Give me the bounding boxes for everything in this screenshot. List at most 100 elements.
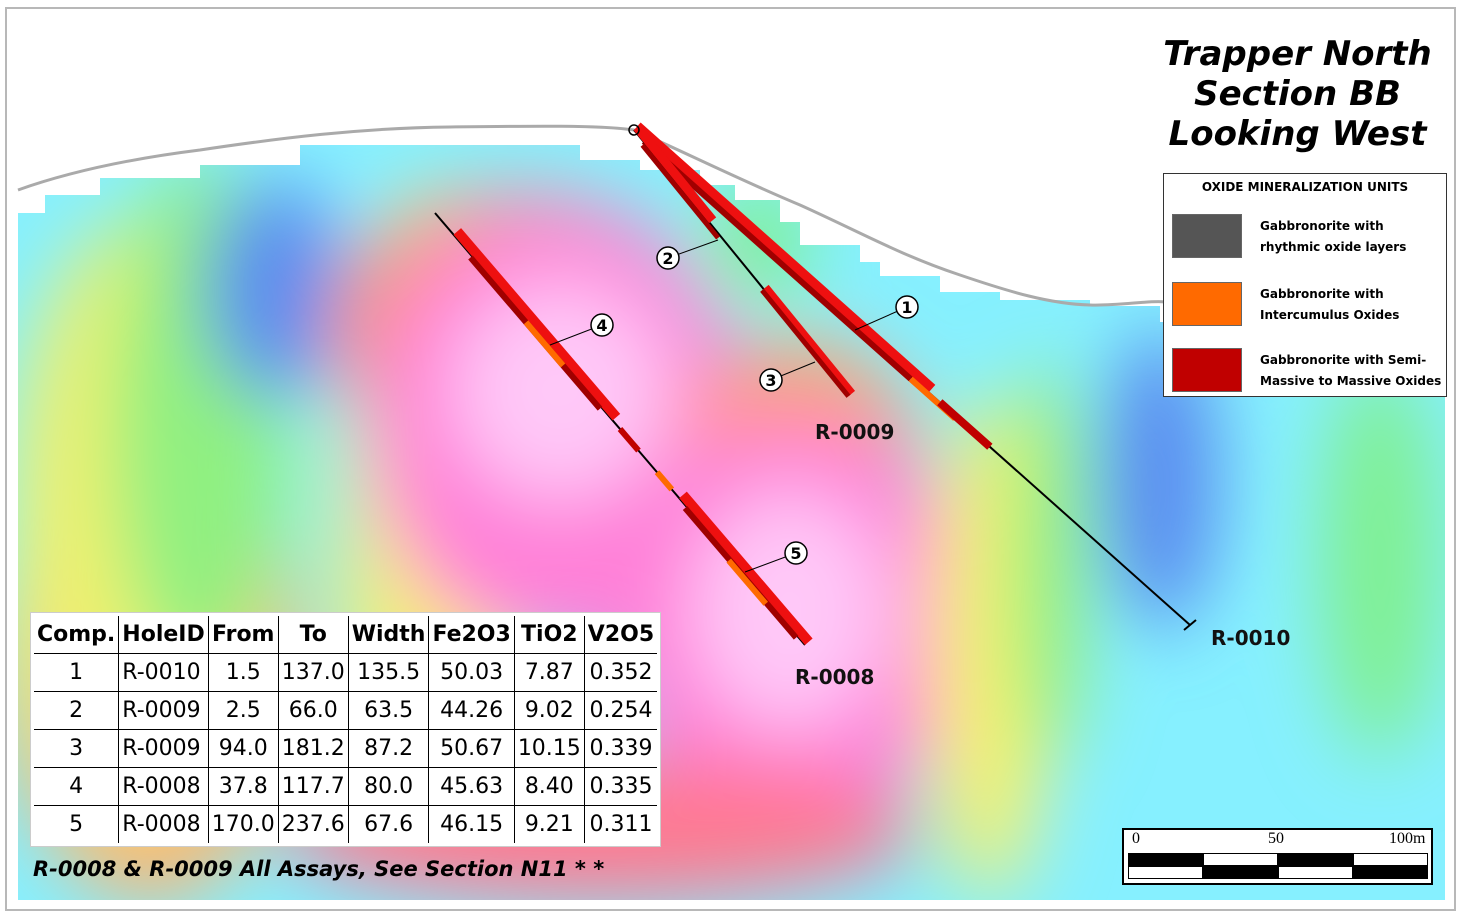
composite-marker	[895, 295, 919, 319]
legend-title: OXIDE MINERALIZATION UNITS	[1201, 180, 1409, 194]
scale-segment	[1203, 853, 1278, 866]
oxide-interval	[726, 558, 769, 606]
map-frame	[5, 7, 1456, 911]
table-row: 2 R-0009 2.5 66.0 63.5 44.26 9.02 0.254	[31, 691, 660, 730]
scale-segment	[1353, 853, 1428, 866]
scale-segment	[1278, 853, 1353, 866]
table-cell: R-0009	[118, 729, 209, 768]
legend-item: Gabbronorite with rhythmic oxide layers	[1172, 214, 1442, 258]
scale-bar: 0 50 100m	[1122, 828, 1433, 885]
scale-label: 0	[1132, 830, 1140, 847]
scale-segment	[1353, 866, 1428, 879]
column-header: Comp.	[31, 614, 120, 654]
oxide-interval	[760, 288, 851, 398]
table-cell: 137.0	[277, 653, 349, 692]
oxide-interval	[633, 122, 936, 393]
table-cell: 135.5	[347, 653, 430, 692]
oxide-interval	[761, 284, 856, 397]
table-cell: 50.03	[428, 653, 515, 692]
table-row: 1 R-0010 1.5 137.0 135.5 50.03 7.87 0.352	[31, 653, 660, 692]
legend-swatch	[1172, 348, 1242, 392]
scale-segment	[1128, 853, 1203, 866]
table-cell: 50.67	[428, 729, 515, 768]
table-row: 3 R-0009 94.0 181.2 87.2 50.67 10.15 0.339	[31, 729, 660, 768]
column-header: To	[277, 614, 349, 654]
oxide-interval	[641, 139, 913, 382]
hole-label-r0008: R-0008	[795, 665, 875, 689]
title-line: Trapper North	[1163, 34, 1432, 74]
column-header: Fe2O3	[428, 614, 515, 654]
composite-marker-label: 3	[765, 371, 776, 390]
table-cell: 45.63	[428, 767, 515, 806]
scale-label: 100m	[1389, 830, 1426, 847]
table-cell: 2	[31, 691, 120, 730]
table-cell: 3	[31, 729, 120, 768]
table-row: 4 R-0008 37.8 117.7 80.0 45.63 8.40 0.335	[31, 767, 660, 806]
collar-marker	[628, 124, 640, 136]
table-cell: 0.339	[583, 729, 660, 768]
map-title: Trapper North Section BB Looking West	[1130, 34, 1464, 154]
title-line: Section BB	[1194, 74, 1401, 114]
table-cell: 117.7	[277, 767, 349, 806]
oxide-interval	[633, 124, 717, 224]
hole-label-r0010: R-0010	[1211, 626, 1291, 650]
table-cell: R-0008	[118, 805, 209, 845]
table-cell: 170.0	[207, 805, 279, 845]
table-header: Comp. HoleID From To Width Fe2O3 TiO2 V2O5	[31, 614, 660, 654]
hole-end-marker	[1183, 619, 1197, 631]
scale-label: 50	[1268, 830, 1284, 847]
oxide-interval	[617, 427, 641, 453]
table-cell: 7.87	[513, 653, 585, 692]
oxide-interval	[453, 228, 621, 421]
table-cell: R-0008	[118, 767, 209, 806]
legend: OXIDE MINERALIZATION UNITS Gabbronorite …	[1163, 173, 1447, 397]
composite-marker	[784, 541, 808, 565]
legend-swatch	[1172, 282, 1242, 326]
hole-label-r0009: R-0009	[815, 420, 895, 444]
table-cell: 0.352	[583, 653, 660, 692]
table-cell: 0.335	[583, 767, 660, 806]
column-header: Width	[347, 614, 430, 654]
column-header: TiO2	[513, 614, 585, 654]
composite-marker	[759, 368, 783, 392]
legend-label: Gabbronorite with Semi-Massive to Massiv…	[1260, 353, 1442, 388]
legend-item: Gabbronorite with Semi-Massive to Massiv…	[1172, 348, 1442, 392]
table-cell: 9.21	[513, 805, 585, 845]
table-cell: R-0009	[118, 691, 209, 730]
table-cell: 10.15	[513, 729, 585, 768]
table-cell: 0.311	[583, 805, 660, 845]
legend-item: Gabbronorite with Intercumulus Oxides	[1172, 282, 1442, 326]
composite-marker-label: 2	[662, 249, 673, 268]
legend-swatch	[1172, 214, 1242, 258]
column-header: From	[207, 614, 279, 654]
table-cell: 0.254	[583, 691, 660, 730]
oxide-interval	[640, 143, 721, 240]
table-cell: 94.0	[207, 729, 279, 768]
table-cell: 181.2	[277, 729, 349, 768]
table-cell: R-0010	[118, 653, 209, 692]
column-header: HoleID	[118, 614, 209, 654]
legend-label: Gabbronorite with rhythmic oxide layers	[1260, 219, 1407, 254]
oxide-interval	[937, 399, 993, 450]
table-cell: 44.26	[428, 691, 515, 730]
composite-marker-label: 4	[596, 316, 607, 335]
composite-marker	[590, 313, 614, 337]
table-cell: 8.40	[513, 767, 585, 806]
column-header: V2O5	[583, 614, 660, 654]
legend-label: Gabbronorite with Intercumulus Oxides	[1260, 287, 1400, 322]
table-cell: 46.15	[428, 805, 515, 845]
composite-marker	[656, 246, 680, 270]
table-cell: 1.5	[207, 653, 279, 692]
table-cell: 37.8	[207, 767, 279, 806]
table-row: 5 R-0008 170.0 237.6 67.6 46.15 9.21 0.311	[31, 805, 660, 845]
oxide-interval	[523, 320, 566, 368]
composite-marker-label: 1	[901, 298, 912, 317]
table-cell: 2.5	[207, 691, 279, 730]
composite-marker-label: 5	[790, 544, 801, 563]
scale-segment	[1278, 866, 1353, 879]
scale-segment	[1128, 866, 1203, 879]
table-cell: 9.02	[513, 691, 585, 730]
table-cell: 1	[31, 653, 120, 692]
footnote: R-0008 & R-0009 All Assays, See Section …	[33, 857, 605, 881]
title-line: Looking West	[1168, 114, 1427, 154]
